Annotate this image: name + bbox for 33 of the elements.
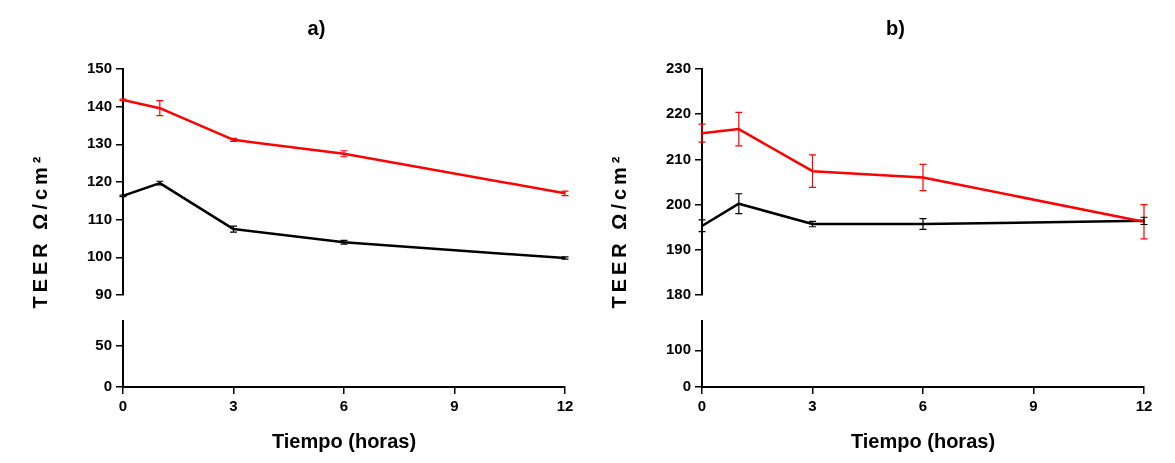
- y-axis-title: TEER Ω/cm²: [28, 152, 52, 309]
- y-tick-label: 210: [665, 149, 691, 167]
- x-tick-label: 9: [450, 397, 459, 415]
- y-tick-label: 220: [665, 104, 691, 122]
- y-tick-label: 190: [665, 239, 691, 257]
- y-tick-label: 90: [95, 285, 112, 303]
- x-tick-label: 6: [339, 397, 349, 415]
- x-tick-label: 0: [118, 397, 128, 415]
- x-tick-label: 3: [808, 397, 817, 415]
- y-tick-label: 0: [103, 377, 112, 395]
- y-tick-label: 140: [86, 96, 112, 114]
- x-tick-label: 6: [918, 397, 928, 415]
- x-axis-title: Tiempo (horas): [271, 429, 417, 452]
- chart-title: b): [886, 16, 905, 39]
- x-tick-label: 12: [1135, 397, 1153, 415]
- y-tick-label: 100: [665, 340, 691, 358]
- chart-title: a): [307, 16, 326, 39]
- y-tick-label: 50: [95, 335, 112, 353]
- x-tick-label: 9: [1029, 397, 1038, 415]
- y-tick-label: 180: [665, 285, 691, 303]
- y-tick-label: 110: [87, 209, 112, 227]
- y-tick-label: 230: [665, 59, 691, 77]
- y-tick-label: 200: [665, 194, 691, 212]
- x-axis-title: Tiempo (horas): [850, 429, 996, 452]
- y-tick-label: 0: [682, 377, 691, 395]
- y-axis-title: TEER Ω/cm²: [607, 152, 631, 309]
- y-tick-label: 100: [86, 247, 112, 265]
- x-tick-label: 12: [556, 397, 574, 415]
- x-tick-label: 0: [697, 397, 707, 415]
- y-tick-label: 150: [86, 59, 112, 77]
- x-tick-label: 3: [229, 397, 238, 415]
- y-tick-label: 120: [86, 172, 112, 190]
- y-tick-label: 130: [86, 134, 112, 152]
